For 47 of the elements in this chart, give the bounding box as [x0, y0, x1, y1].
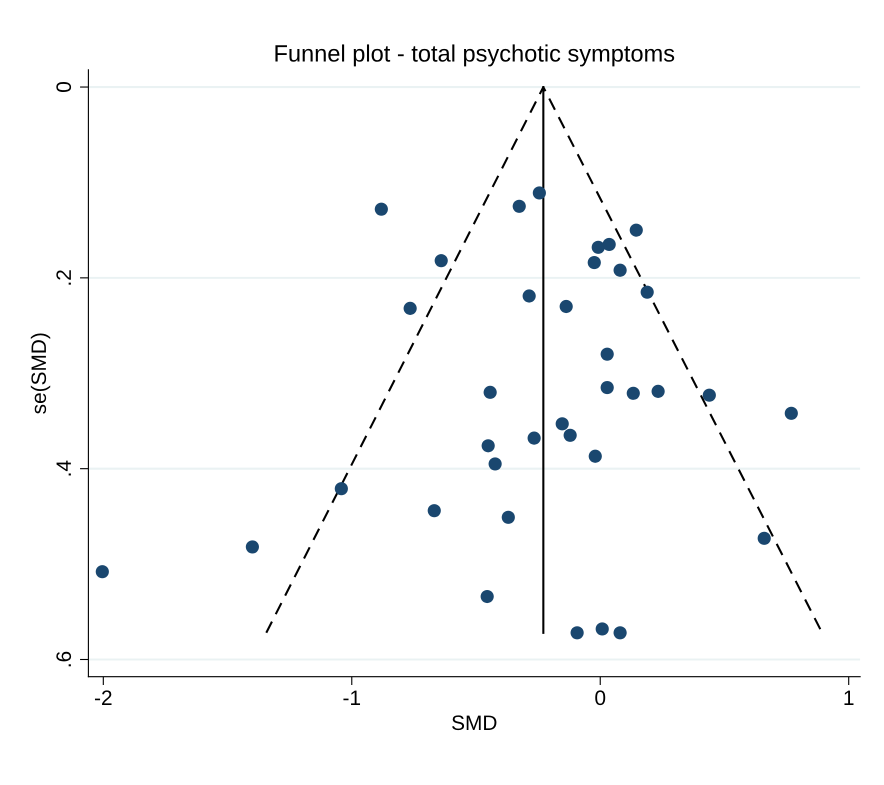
x-axis-title: SMD	[452, 715, 496, 730]
point	[560, 300, 573, 314]
point	[614, 264, 627, 277]
point	[758, 532, 771, 545]
y-axis-title: se(SMD)	[30, 333, 50, 414]
x-tick-label: -2	[94, 690, 112, 705]
y-tick-label: .2	[56, 270, 71, 285]
point	[652, 384, 665, 398]
y-tick-label: 0	[56, 82, 72, 92]
point	[482, 439, 495, 452]
point	[640, 286, 654, 299]
point	[528, 432, 541, 445]
point	[592, 240, 605, 254]
point	[532, 186, 546, 200]
point	[246, 540, 259, 554]
point	[564, 428, 577, 442]
point	[588, 256, 601, 270]
y-tick-label: .6	[56, 652, 72, 666]
x-tick-label: 0	[595, 690, 606, 706]
point	[614, 626, 627, 640]
point	[784, 406, 798, 420]
point	[626, 386, 640, 400]
point	[334, 482, 348, 496]
point	[502, 510, 515, 524]
point	[434, 254, 448, 268]
point	[404, 302, 417, 315]
point	[570, 626, 584, 640]
point	[702, 388, 716, 402]
point	[512, 200, 526, 213]
point	[588, 450, 602, 463]
y-tick-label: .4	[56, 460, 71, 476]
x-tick-label: 1	[844, 690, 854, 705]
point	[428, 504, 441, 518]
point	[480, 590, 494, 604]
point	[556, 417, 569, 430]
point	[488, 457, 502, 470]
point	[522, 289, 536, 303]
point	[600, 380, 614, 394]
x-tick-label: -1	[343, 690, 360, 705]
point	[600, 348, 614, 361]
chart-title: Funnel plot - total psychotic symptoms	[275, 44, 674, 66]
point	[630, 224, 643, 237]
point	[374, 202, 388, 216]
point	[596, 622, 609, 636]
point	[602, 238, 616, 252]
point	[96, 565, 109, 578]
point	[484, 386, 497, 399]
